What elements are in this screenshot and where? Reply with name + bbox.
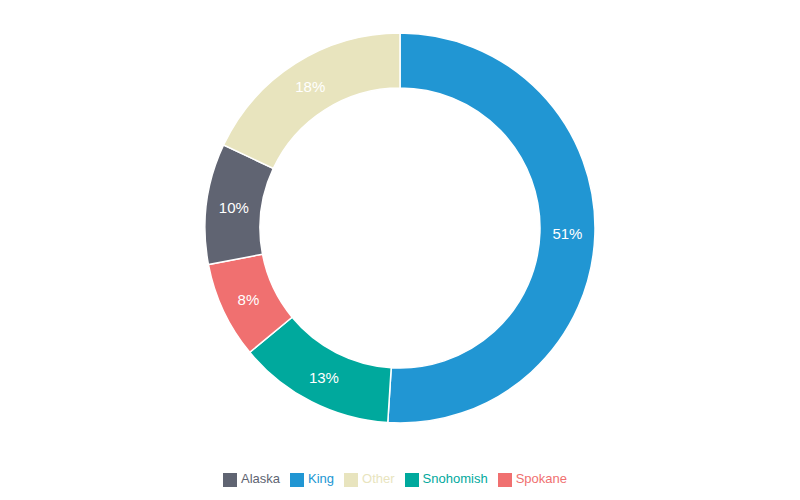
svg-text:51%: 51%	[552, 225, 582, 242]
html-text:Other: Other	[362, 471, 395, 487]
html-text:Alaska: Alaska	[241, 471, 280, 487]
html-text:King: King	[308, 471, 335, 487]
svg-text:10%: 10%	[219, 199, 249, 216]
html-text:Snohomish: Snohomish	[422, 471, 488, 487]
html-text:Spokane: Spokane	[515, 471, 567, 487]
svg-text:8%: 8%	[238, 291, 260, 308]
svg-text:18%: 18%	[295, 78, 325, 95]
svg-text:13%: 13%	[309, 369, 339, 386]
